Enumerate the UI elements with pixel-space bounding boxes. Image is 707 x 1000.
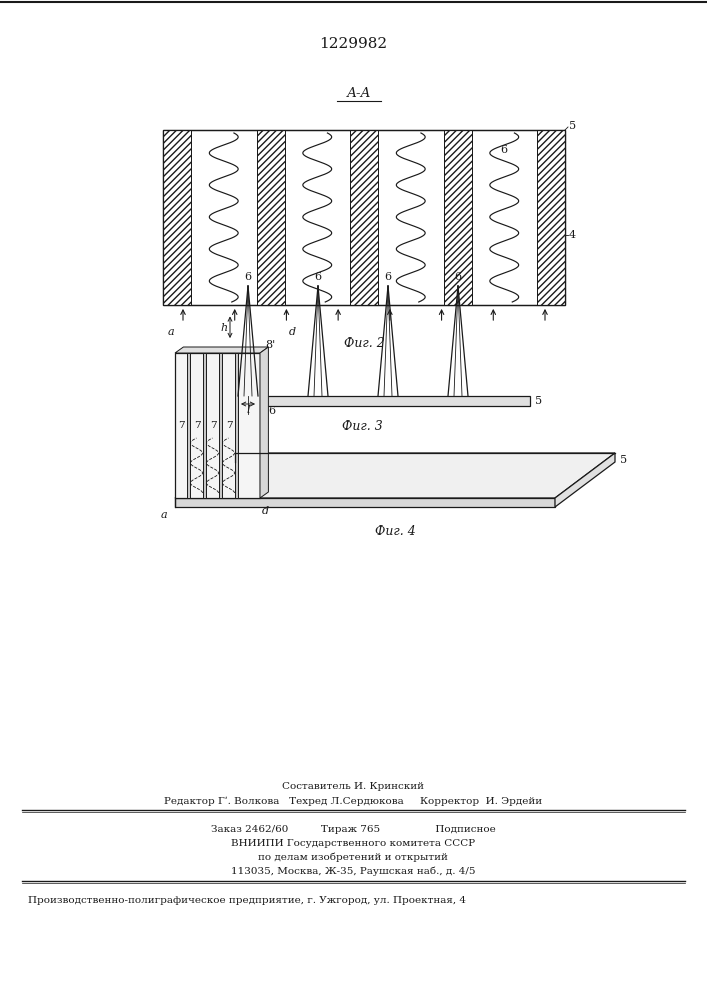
Text: Заказ 2462/60          Тираж 765                 Подписное: Заказ 2462/60 Тираж 765 Подписное <box>211 825 496 834</box>
Text: 7: 7 <box>211 421 217 430</box>
Text: d: d <box>288 327 296 337</box>
Bar <box>163 130 565 305</box>
Bar <box>195 396 530 406</box>
Text: 5: 5 <box>569 121 576 131</box>
Text: 1229982: 1229982 <box>319 37 387 51</box>
Text: Фиг. 2: Фиг. 2 <box>344 337 385 350</box>
Text: d: d <box>262 506 269 516</box>
Text: по делам изобретений и открытий: по делам изобретений и открытий <box>258 853 448 862</box>
Text: a: a <box>160 510 167 520</box>
Text: 6: 6 <box>268 406 275 416</box>
Text: a: a <box>168 327 175 337</box>
Polygon shape <box>175 498 555 507</box>
Polygon shape <box>175 453 615 498</box>
Text: 6: 6 <box>245 272 252 282</box>
Text: 6: 6 <box>501 145 508 155</box>
Bar <box>163 130 565 305</box>
Text: Фиг. 3: Фиг. 3 <box>342 420 383 433</box>
Text: h: h <box>221 323 228 333</box>
Bar <box>257 130 284 305</box>
Bar <box>537 130 565 305</box>
Text: Редактор Гʹ. Волкова   Техред Л.Сердюкова     Корректор  И. Эрдейи: Редактор Гʹ. Волкова Техред Л.Сердюкова … <box>164 797 542 806</box>
Text: 7: 7 <box>226 421 233 430</box>
Bar <box>350 130 378 305</box>
Polygon shape <box>175 353 260 498</box>
Bar <box>187 353 190 498</box>
Text: Производственно-полиграфическое предприятие, г. Ужгород, ул. Проектная, 4: Производственно-полиграфическое предприя… <box>28 896 466 905</box>
Text: 5: 5 <box>535 396 542 406</box>
Polygon shape <box>175 347 269 353</box>
Text: 7: 7 <box>194 421 201 430</box>
Polygon shape <box>260 347 269 498</box>
Bar <box>163 130 191 305</box>
Text: 113035, Москва, Ж-35, Раушская наб., д. 4/5: 113035, Москва, Ж-35, Раушская наб., д. … <box>230 867 475 876</box>
Bar <box>203 353 206 498</box>
Text: 8': 8' <box>265 340 275 350</box>
Text: 6: 6 <box>455 272 462 282</box>
Text: Составитель И. Кринский: Составитель И. Кринский <box>282 782 424 791</box>
Text: ВНИИПИ Государственного комитета СССР: ВНИИПИ Государственного комитета СССР <box>231 839 475 848</box>
Text: 6: 6 <box>385 272 392 282</box>
Polygon shape <box>555 453 615 507</box>
Text: 5: 5 <box>620 455 627 465</box>
Text: А-А: А-А <box>346 87 371 100</box>
Bar <box>443 130 472 305</box>
Text: 7: 7 <box>178 421 185 430</box>
Text: Фиг. 4: Фиг. 4 <box>375 525 416 538</box>
Bar <box>235 353 238 498</box>
Text: 4: 4 <box>569 230 576 240</box>
Text: 6: 6 <box>315 272 322 282</box>
Text: l: l <box>246 405 250 415</box>
Bar <box>219 353 222 498</box>
